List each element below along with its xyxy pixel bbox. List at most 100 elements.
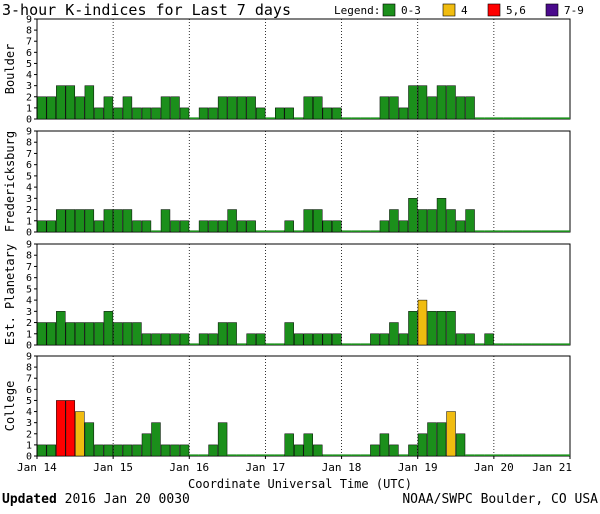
- bar-college: [113, 444, 123, 457]
- bar-est-planetary: [46, 322, 56, 346]
- bar-fredericksburg: [531, 230, 542, 232]
- y-tick-label: 5: [26, 59, 32, 70]
- bar-fredericksburg: [560, 230, 570, 232]
- bar-fredericksburg: [46, 220, 56, 233]
- bar-est-planetary: [541, 343, 551, 345]
- bar-college: [560, 454, 570, 456]
- bar-est-planetary: [436, 311, 447, 346]
- bar-college: [103, 444, 114, 457]
- bar-fredericksburg: [151, 230, 161, 232]
- bar-boulder: [512, 117, 523, 119]
- bar-fredericksburg: [512, 230, 523, 232]
- bar-fredericksburg: [208, 220, 218, 233]
- bar-fredericksburg: [541, 230, 551, 232]
- bar-fredericksburg: [84, 209, 95, 233]
- bar-fredericksburg: [379, 220, 390, 233]
- bar-boulder: [427, 96, 437, 120]
- bar-fredericksburg: [293, 230, 304, 232]
- y-tick-label: 0: [26, 341, 32, 352]
- bar-college: [46, 444, 56, 457]
- bar-fredericksburg: [265, 230, 275, 232]
- bar-boulder: [160, 96, 171, 120]
- bar-college: [455, 433, 466, 457]
- bar-est-planetary: [408, 311, 418, 346]
- bar-boulder: [446, 85, 456, 120]
- bar-boulder: [360, 117, 371, 119]
- bar-fredericksburg: [246, 220, 256, 233]
- bar-boulder: [465, 96, 475, 120]
- y-tick-label: 0: [26, 115, 32, 126]
- bar-fredericksburg: [522, 230, 532, 232]
- bar-est-planetary: [351, 343, 361, 345]
- bar-boulder: [208, 107, 218, 120]
- bar-college: [531, 454, 542, 456]
- bar-college: [303, 433, 313, 457]
- x-tick-label: Jan 21: [532, 461, 572, 474]
- bar-fredericksburg: [351, 230, 361, 232]
- bar-boulder: [550, 117, 561, 119]
- bar-boulder: [274, 107, 285, 120]
- bar-fredericksburg: [132, 220, 142, 233]
- bar-est-planetary: [113, 322, 123, 346]
- bar-fredericksburg: [179, 220, 190, 233]
- bar-boulder: [198, 107, 209, 120]
- bar-boulder: [132, 107, 142, 120]
- bar-fredericksburg: [217, 220, 228, 233]
- y-tick-label: 8: [26, 138, 32, 149]
- y-tick-label: 6: [26, 48, 32, 59]
- bar-college: [56, 400, 66, 457]
- bar-college: [332, 454, 342, 456]
- bar-boulder: [227, 96, 237, 120]
- bar-est-planetary: [170, 333, 180, 346]
- bar-est-planetary: [294, 333, 304, 346]
- y-tick-label: 2: [26, 92, 32, 103]
- bar-college: [313, 444, 323, 457]
- bar-est-planetary: [160, 333, 171, 346]
- bar-fredericksburg: [284, 220, 294, 233]
- bar-boulder: [522, 117, 532, 119]
- bar-est-planetary: [550, 343, 561, 345]
- y-tick-label: 3: [26, 418, 32, 429]
- bar-fredericksburg: [341, 230, 352, 232]
- bar-boulder: [436, 85, 447, 120]
- bar-est-planetary: [84, 322, 95, 346]
- bar-college: [522, 454, 532, 456]
- panel-label-college: College: [3, 381, 17, 432]
- bar-boulder: [303, 96, 313, 120]
- bar-fredericksburg: [37, 220, 47, 233]
- bar-est-planetary: [265, 343, 275, 345]
- bar-college: [141, 433, 152, 457]
- y-tick-label: 6: [26, 160, 32, 171]
- y-tick-label: 6: [26, 385, 32, 396]
- bar-boulder: [322, 107, 333, 120]
- bar-college: [360, 454, 371, 456]
- bar-boulder: [474, 117, 485, 119]
- legend-text-4: 4: [461, 4, 468, 17]
- bar-fredericksburg: [465, 209, 475, 233]
- bar-est-planetary: [427, 311, 437, 346]
- bar-boulder: [493, 117, 504, 119]
- bar-fredericksburg: [455, 220, 466, 233]
- bar-college: [493, 454, 504, 456]
- legend-swatch-7-9: [545, 3, 559, 17]
- bar-boulder: [455, 96, 466, 120]
- y-tick-label: 0: [26, 452, 32, 463]
- bar-fredericksburg: [408, 198, 418, 233]
- bar-boulder: [341, 117, 352, 119]
- bar-fredericksburg: [303, 209, 313, 233]
- y-tick-label: 9: [26, 15, 32, 26]
- y-tick-label: 2: [26, 205, 32, 216]
- bar-fredericksburg: [198, 220, 209, 233]
- bar-est-planetary: [141, 333, 152, 346]
- bar-boulder: [113, 107, 123, 120]
- bar-fredericksburg: [493, 230, 504, 232]
- y-tick-label: 8: [26, 363, 32, 374]
- bar-est-planetary: [379, 333, 390, 346]
- bar-college: [274, 454, 285, 456]
- bar-est-planetary: [484, 333, 494, 346]
- bar-fredericksburg: [360, 230, 371, 232]
- y-tick-label: 1: [26, 103, 32, 114]
- bar-est-planetary: [303, 333, 313, 346]
- y-tick-label: 4: [26, 70, 32, 81]
- bar-college: [160, 444, 171, 457]
